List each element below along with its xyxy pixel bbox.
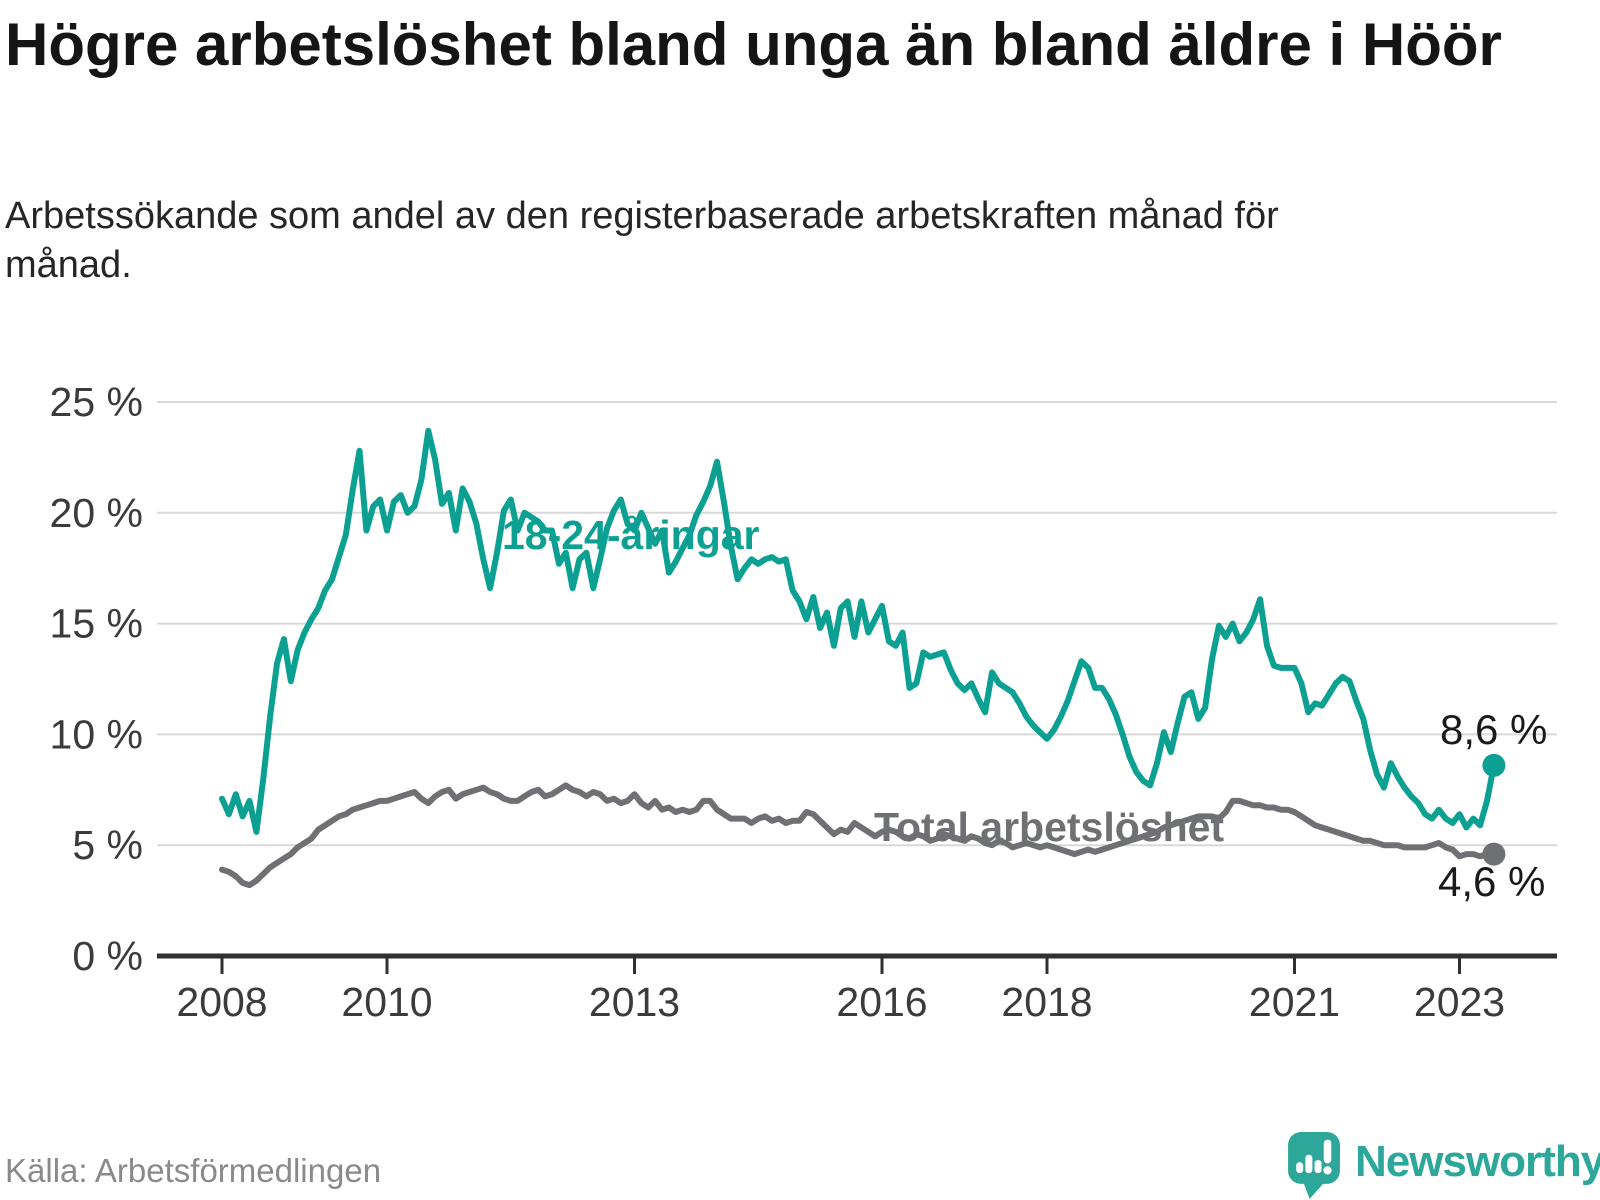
series-line-total-arbetsl-shet [219, 782, 1497, 889]
newsworthy-wordmark: Newsworthy [1355, 1137, 1600, 1186]
x-axis-label-2023: 2023 [1414, 979, 1505, 1025]
x-axis-label-2018: 2018 [1001, 979, 1092, 1025]
y-axis-label-15: 15 % [50, 601, 143, 647]
series-line-18-24-ringar [219, 427, 1497, 835]
x-axis-label-2008: 2008 [176, 979, 267, 1025]
y-axis-label-20: 20 % [50, 490, 143, 536]
x-axis-label-2010: 2010 [341, 979, 432, 1025]
end-value-label-18-24: 8,6 % [1440, 706, 1548, 753]
x-axis-label-2021: 2021 [1249, 979, 1340, 1025]
x-axis-label-2013: 2013 [589, 979, 680, 1025]
newsworthy-bubble-chart-icon [1288, 1132, 1340, 1199]
y-axis-label-10: 10 % [50, 711, 143, 757]
page-title: Högre arbetslöshet bland unga än bland ä… [5, 11, 1502, 78]
y-axis-label-25: 25 % [50, 379, 143, 425]
page-subtitle: Arbetssökande som andel av den registerb… [5, 195, 1279, 286]
y-axis-label-5: 5 % [72, 822, 143, 868]
newsworthy-logo: Newsworthy [1288, 1132, 1600, 1199]
series-label-18-24-aringar: 18-24-åringar [502, 512, 760, 558]
series-label-total-arbetsloshet: Total arbetslöshet [874, 804, 1225, 850]
y-axis-label-0: 0 % [72, 933, 143, 979]
end-value-label-total: 4,6 % [1438, 858, 1546, 905]
series-end-dot-total-arbetsl-shet [1482, 842, 1506, 866]
source-note: Källa: Arbetsförmedlingen [5, 1152, 382, 1189]
x-axis-label-2016: 2016 [836, 979, 927, 1025]
series-end-dot-18-24-ringar [1482, 753, 1506, 777]
